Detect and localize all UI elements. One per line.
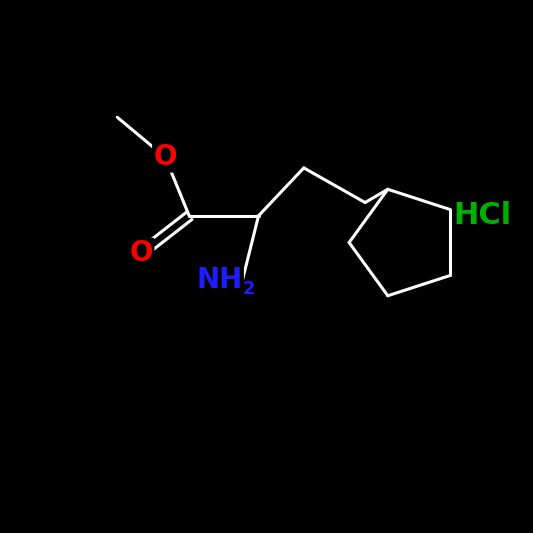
Text: O: O (130, 239, 153, 267)
Text: NH: NH (196, 266, 243, 294)
Text: 2: 2 (243, 280, 255, 298)
Text: HCl: HCl (453, 201, 512, 230)
Text: O: O (154, 143, 177, 171)
